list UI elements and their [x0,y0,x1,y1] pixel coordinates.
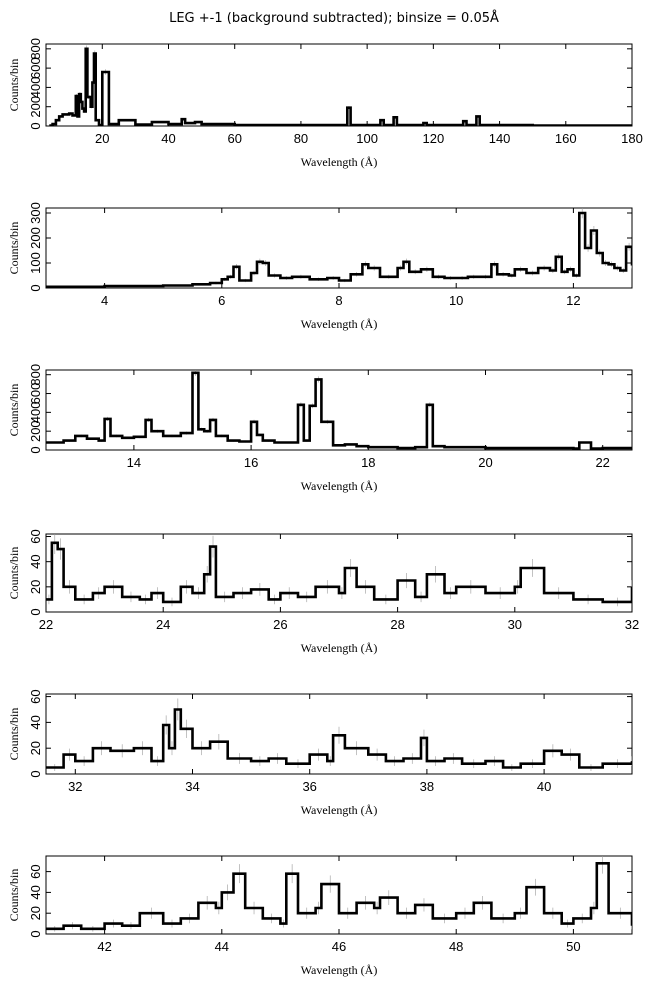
y-tick-label: 200 [28,96,43,118]
y-tick-label: 300 [28,202,43,224]
y-axis-label: Counts/bin [7,384,21,437]
x-tick-label: 20 [95,131,109,146]
y-axis-label: Counts/bin [7,869,21,922]
y-tick-label: 20 [28,906,43,920]
y-axis-label: Counts/bin [7,222,21,275]
x-tick-label: 38 [420,779,434,794]
plot-frame [45,43,633,127]
x-axis-label: Wavelength (Å) [301,963,378,977]
y-tick-label: 200 [28,227,43,249]
y-axis-label: Counts/bin [7,547,21,600]
y-tick-label: 0 [28,284,43,291]
x-axis-label: Wavelength (Å) [301,641,378,655]
y-tick-label: 0 [28,122,43,129]
spectrum-line [46,211,632,288]
x-axis-label: Wavelength (Å) [301,803,378,817]
y-tick-label: 0 [28,930,43,937]
panel-5: 32 34 36 38 40 0 20 40 60 Wavelength (Å) Counts/bi… [7,689,633,817]
x-tick-label: 32 [625,617,639,632]
x-tick-label: 24 [156,617,170,632]
x-tick-label: 48 [449,939,463,954]
spectrum-line [46,371,632,450]
y-tick-label: 0 [28,770,43,777]
y-tick-label: 800 [28,364,43,386]
x-tick-label: 80 [294,131,308,146]
y-tick-label: 200 [28,420,43,442]
spectrum-line [46,862,632,931]
plot-frame [45,693,633,775]
x-tick-label: 10 [449,293,463,308]
y-tick-label: 0 [28,608,43,615]
y-tick-label: 60 [28,529,43,543]
y-tick-label: 400 [28,402,43,424]
y-tick-label: 0 [28,446,43,453]
x-tick-label: 160 [555,131,577,146]
x-tick-label: 100 [356,131,378,146]
x-tick-label: 20 [478,455,492,470]
x-tick-label: 40 [537,779,551,794]
x-tick-label: 16 [244,455,258,470]
x-tick-label: 40 [161,131,175,146]
spectrum-line [46,541,632,604]
y-tick-label: 600 [28,383,43,405]
x-tick-label: 46 [332,939,346,954]
x-tick-label: 18 [361,455,375,470]
x-tick-label: 14 [127,455,141,470]
x-tick-label: 50 [566,939,580,954]
x-axis-label: Wavelength (Å) [301,155,378,169]
y-tick-label: 60 [28,689,43,703]
x-tick-label: 42 [97,939,111,954]
y-tick-label: 600 [28,57,43,79]
y-tick-label: 100 [28,252,43,274]
x-tick-label: 22 [595,455,609,470]
x-tick-label: 26 [273,617,287,632]
x-tick-label: 32 [68,779,82,794]
x-tick-label: 44 [215,939,229,954]
x-tick-label: 22 [39,617,53,632]
y-tick-label: 800 [28,38,43,60]
x-tick-label: 36 [302,779,316,794]
x-tick-label: 4 [101,293,108,308]
figure-title: LEG +-1 (background subtracted); binsize… [169,10,499,26]
spectrum-line [49,47,632,126]
y-axis-label: Counts/bin [7,59,21,112]
x-axis-label: Wavelength (Å) [301,479,378,493]
x-tick-label: 8 [335,293,342,308]
y-tick-label: 40 [28,554,43,568]
x-axis-label: Wavelength (Å) [301,317,378,331]
x-tick-label: 30 [508,617,522,632]
y-tick-label: 400 [28,77,43,99]
x-tick-label: 28 [390,617,404,632]
x-tick-label: 120 [423,131,445,146]
x-tick-label: 34 [185,779,199,794]
plot-frame [45,533,633,613]
panel-6: 42 44 46 48 50 0 20 40 60 Wavelength (Å) Counts/bi… [7,855,633,977]
plot-frame [45,369,633,451]
x-tick-label: 140 [489,131,511,146]
x-tick-label: 60 [227,131,241,146]
y-tick-label: 60 [28,864,43,878]
x-tick-label: 6 [218,293,225,308]
y-tick-label: 20 [28,580,43,594]
y-tick-label: 40 [28,715,43,729]
y-tick-label: 20 [28,741,43,755]
panel-2: 4 6 8 10 12 0 100 200 300 Wavelength (Å) Counts/bi… [7,202,633,331]
x-tick-label: 12 [566,293,580,308]
plot-frame [45,207,633,289]
x-tick-label: 180 [621,131,643,146]
panel-4: 22 24 26 28 30 32 0 20 40 60 Wavelength (Å) Counts/… [7,529,639,655]
y-axis-label: Counts/bin [7,708,21,761]
y-tick-label: 40 [28,885,43,899]
spectrum-line [46,708,632,769]
